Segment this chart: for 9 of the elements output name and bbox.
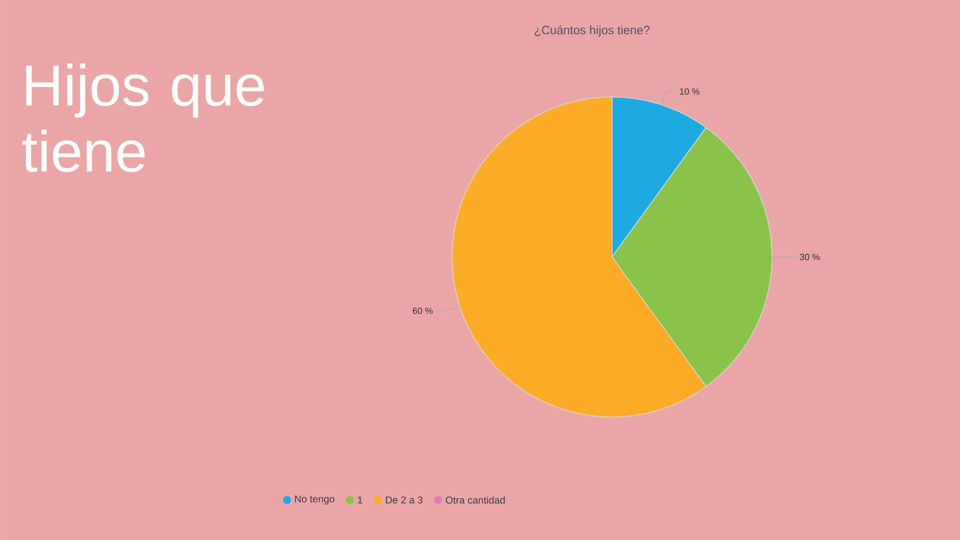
data-label: 10 % <box>680 88 700 95</box>
data-label: 60 % <box>412 308 433 314</box>
legend-label: 1 <box>358 496 362 504</box>
legend-label: De 2 a 3 <box>386 496 423 504</box>
chart-subtitle: ¿Cuántos hijos tiene? <box>534 25 650 37</box>
legend-label: No tengo <box>295 496 334 504</box>
data-label: 30 % <box>800 254 820 260</box>
chart-title: Hijos que tiene <box>22 64 264 172</box>
legend-label: Otra cantidad <box>446 496 505 504</box>
